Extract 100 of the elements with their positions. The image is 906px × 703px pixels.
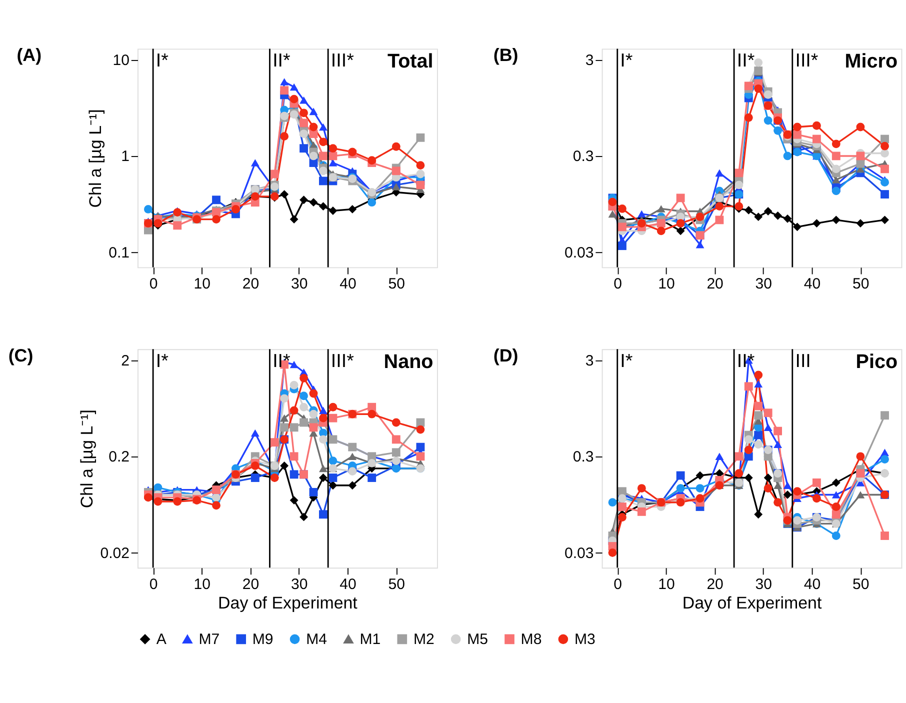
x-tick-label: 0 — [614, 576, 622, 593]
x-tick-label: 40 — [804, 275, 821, 292]
point — [793, 122, 802, 132]
point — [392, 435, 400, 444]
point — [173, 221, 182, 230]
x-tick-label: 30 — [291, 576, 308, 593]
x-axis-title: Day of Experiment — [682, 594, 822, 613]
point — [270, 170, 279, 178]
point — [754, 370, 763, 380]
x-tick-label: 40 — [340, 275, 356, 292]
point — [764, 116, 772, 125]
point — [300, 144, 308, 153]
point — [637, 484, 646, 492]
point — [300, 196, 308, 204]
point — [832, 478, 840, 487]
x-tick-label: 20 — [242, 576, 260, 593]
point — [754, 380, 763, 388]
point — [734, 452, 744, 461]
point — [319, 406, 328, 414]
point — [328, 159, 338, 166]
point — [290, 215, 298, 224]
point — [734, 168, 744, 178]
point — [880, 134, 889, 144]
point — [416, 425, 425, 434]
point — [637, 210, 646, 218]
x-tick-label: 30 — [291, 275, 308, 292]
point — [319, 464, 328, 472]
point — [309, 389, 318, 398]
ref-line-label: I* — [620, 350, 634, 372]
point — [319, 202, 328, 211]
point — [774, 211, 782, 220]
point — [319, 152, 328, 160]
point — [832, 510, 840, 519]
point — [319, 474, 328, 482]
point — [392, 456, 400, 466]
point — [250, 462, 260, 470]
point — [280, 86, 289, 95]
point — [676, 471, 685, 480]
point — [212, 215, 220, 224]
point — [300, 96, 308, 104]
point — [300, 512, 308, 522]
point — [764, 207, 772, 216]
annotation: Micro — [844, 50, 898, 73]
ref-line-label: II* — [736, 50, 756, 71]
point — [280, 78, 289, 86]
point — [348, 452, 357, 460]
point — [328, 456, 338, 466]
point — [774, 426, 782, 436]
point — [154, 219, 162, 228]
legend-label: M4 — [306, 630, 327, 648]
point — [280, 190, 289, 199]
point — [392, 448, 400, 457]
point — [793, 487, 802, 496]
point — [319, 138, 328, 146]
point — [309, 198, 318, 207]
y-tick-label: 0.2 — [108, 448, 130, 466]
point — [212, 501, 220, 510]
point — [774, 440, 782, 448]
point — [754, 402, 763, 410]
point — [300, 118, 308, 128]
point — [744, 113, 753, 122]
x-tick-label: 30 — [755, 576, 772, 593]
point — [618, 242, 626, 250]
point — [880, 164, 889, 174]
chart-title: (C) — [8, 346, 34, 366]
point — [754, 510, 763, 519]
point — [328, 206, 338, 215]
point — [319, 435, 328, 444]
point — [656, 205, 666, 212]
point — [144, 205, 152, 214]
y-tick-label: 0.02 — [100, 544, 130, 562]
x-tick-label: 10 — [194, 275, 211, 292]
point — [212, 196, 220, 204]
point — [812, 219, 821, 228]
point — [696, 471, 704, 480]
y-tick-label: 10 — [112, 52, 130, 69]
point — [416, 442, 425, 452]
point — [856, 219, 865, 228]
point — [290, 94, 298, 104]
point — [232, 205, 240, 214]
point — [856, 452, 865, 461]
point — [348, 467, 357, 476]
point — [416, 418, 425, 427]
point — [754, 66, 763, 75]
legend-label: M9 — [252, 630, 274, 648]
point — [368, 474, 376, 482]
point — [608, 210, 617, 218]
chart-title: (B) — [493, 45, 518, 66]
point — [832, 176, 840, 184]
ref-line-label: I* — [156, 50, 170, 71]
point — [250, 429, 260, 437]
point — [300, 130, 308, 138]
point — [744, 206, 753, 214]
point — [309, 423, 318, 432]
point — [300, 392, 308, 400]
point — [290, 452, 298, 461]
point — [309, 152, 318, 160]
y-tick-label: 1 — [121, 148, 130, 166]
legend-label: M5 — [467, 630, 488, 648]
point — [715, 452, 724, 460]
